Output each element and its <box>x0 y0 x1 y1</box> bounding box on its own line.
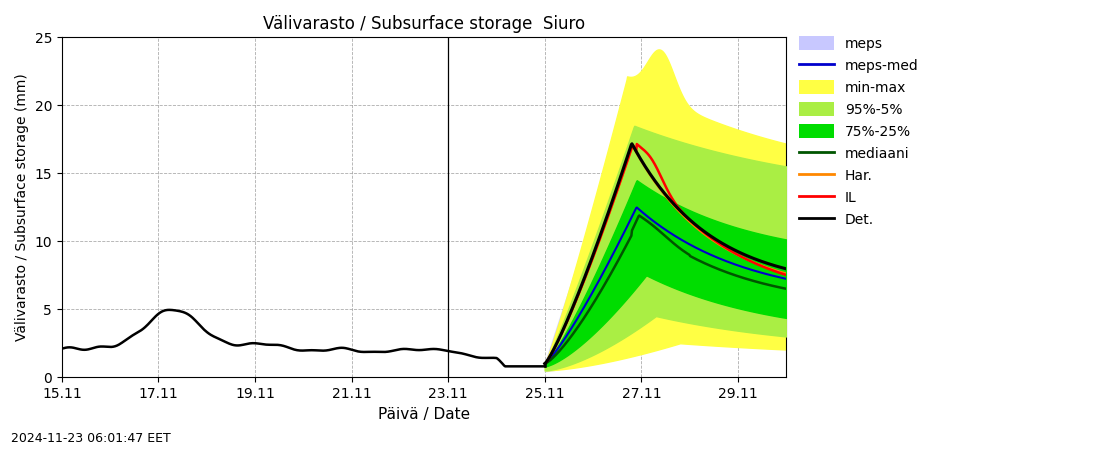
X-axis label: Päivä / Date: Päivä / Date <box>378 406 470 422</box>
Legend: meps, meps-med, min-max, 95%-5%, 75%-25%, mediaani, Har., IL, Det.: meps, meps-med, min-max, 95%-5%, 75%-25%… <box>793 31 924 233</box>
Title: Välivarasto / Subsurface storage  Siuro: Välivarasto / Subsurface storage Siuro <box>263 15 585 33</box>
Y-axis label: Välivarasto / Subsurface storage (mm): Välivarasto / Subsurface storage (mm) <box>15 73 29 341</box>
Text: 2024-11-23 06:01:47 EET: 2024-11-23 06:01:47 EET <box>11 432 170 446</box>
